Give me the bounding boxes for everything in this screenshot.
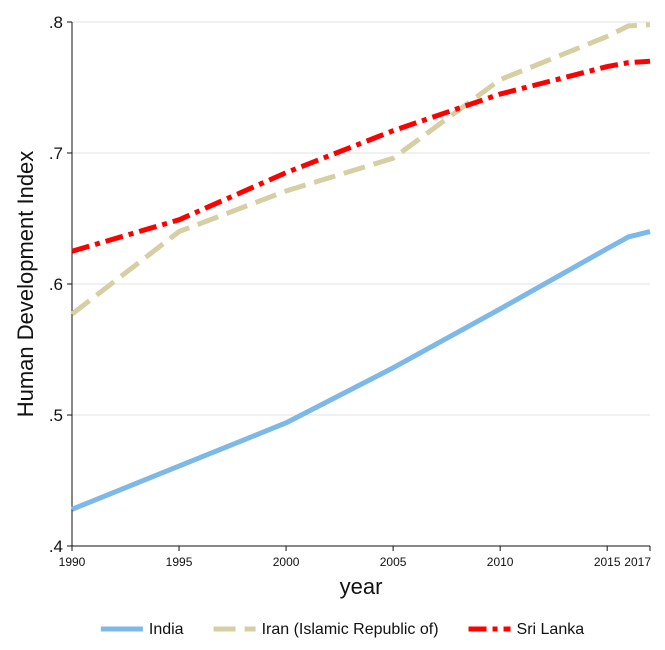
axis-labels: Human Development Index year xyxy=(13,151,382,599)
y-tick-label: .8 xyxy=(49,13,63,32)
x-tick-label: 2010 xyxy=(487,555,514,569)
legend-label: Iran (Islamic Republic of) xyxy=(262,621,439,638)
x-tick-label: 2005 xyxy=(380,555,407,569)
series-line-india xyxy=(71,229,651,512)
y-tick-label: .6 xyxy=(49,275,63,294)
y-axis-title: Human Development Index xyxy=(13,151,38,418)
legend-label: India xyxy=(149,621,184,638)
series-lines xyxy=(70,22,651,512)
x-axis-title: year xyxy=(340,574,383,599)
x-tick-label: 2015 xyxy=(594,555,621,569)
legend-label: Sri Lanka xyxy=(517,621,585,638)
x-tick-label: 1990 xyxy=(59,555,86,569)
legend-item: Iran (Islamic Republic of) xyxy=(213,621,439,638)
series-line-sri-lanka xyxy=(71,58,651,254)
x-tick-label: 1995 xyxy=(166,555,193,569)
legend-item: India xyxy=(100,621,184,638)
axes: .4 .5 .6 .7 .8 1990 1995 2000 2005 2010 2015 2017 xyxy=(49,13,652,569)
x-tick-label: 2017 xyxy=(624,555,651,569)
legend: India Iran (Islamic Republic of) Sri Lanka xyxy=(100,621,585,638)
y-tick-label: .5 xyxy=(49,406,63,425)
y-tick-label: .7 xyxy=(49,144,63,163)
x-tick-label: 2000 xyxy=(273,555,300,569)
y-tick-label: .4 xyxy=(49,537,63,556)
gridlines xyxy=(72,21,650,547)
series-line-iran-islamic-republic-of xyxy=(70,22,651,317)
legend-item: Sri Lanka xyxy=(468,621,585,638)
